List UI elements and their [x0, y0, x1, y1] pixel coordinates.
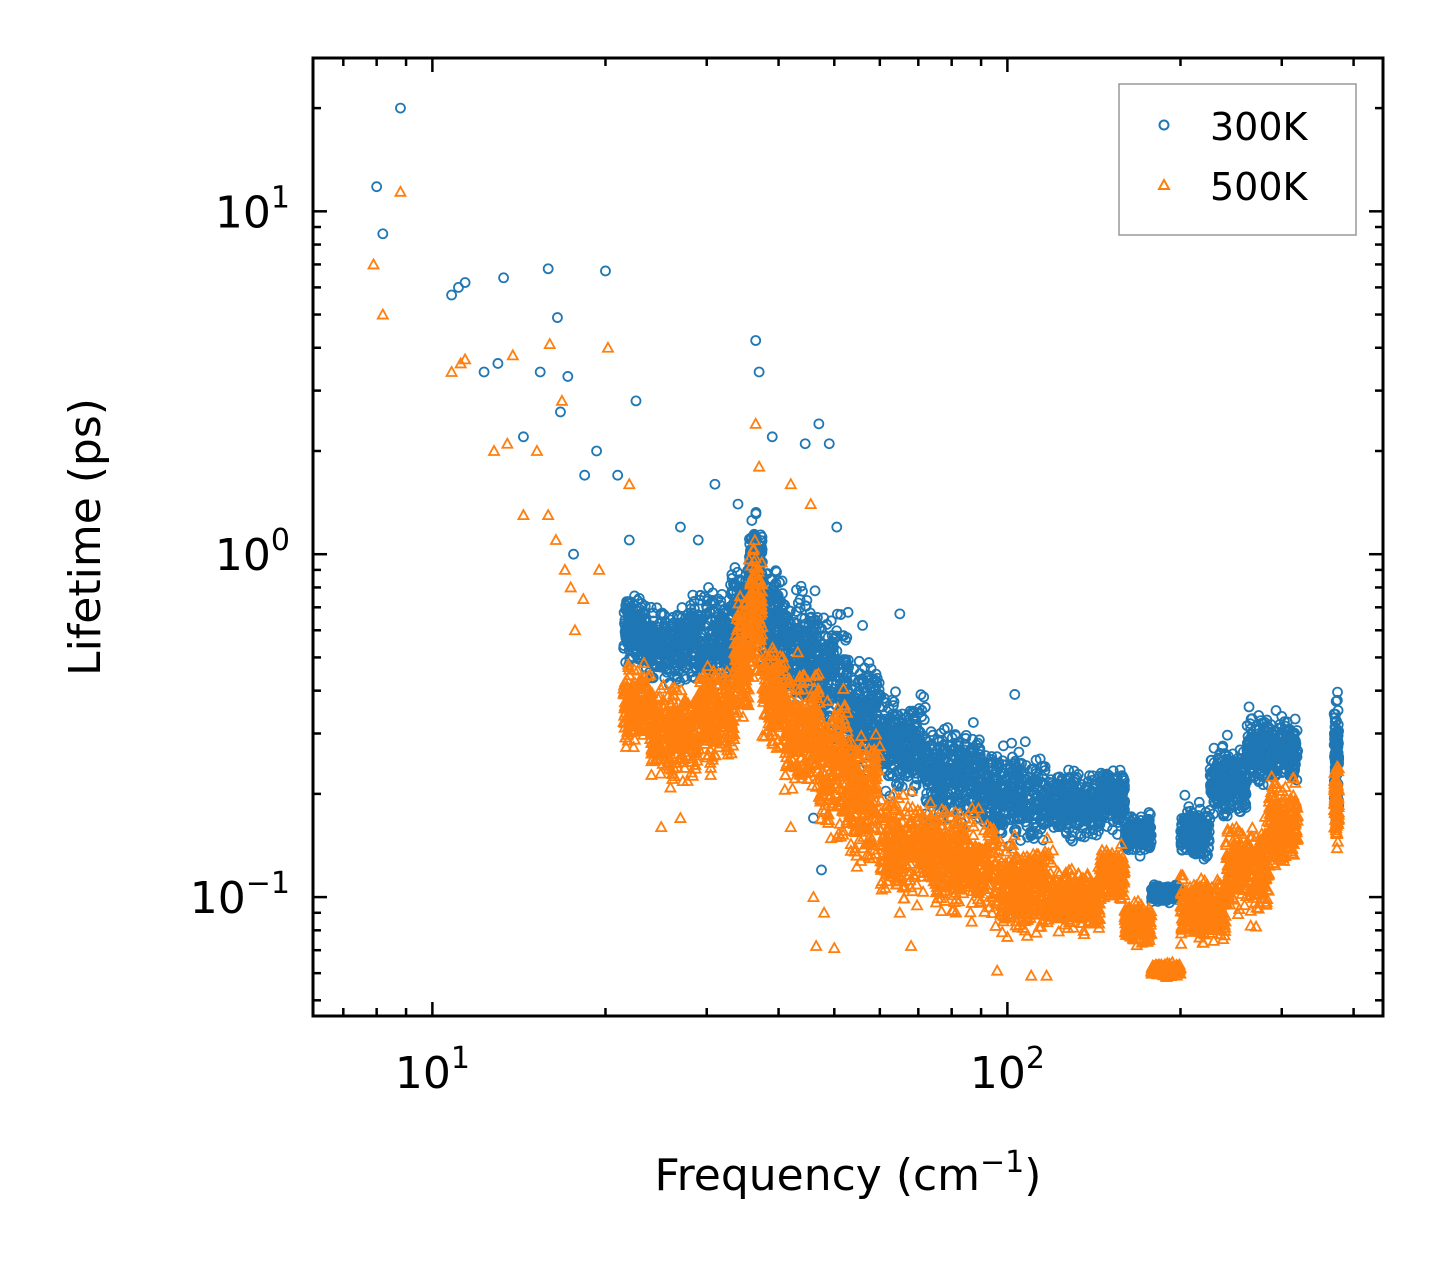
point-300k	[667, 632, 679, 644]
point-300k	[766, 602, 778, 614]
point-300k	[694, 594, 706, 606]
point-300k	[664, 651, 676, 663]
point-300k	[766, 630, 778, 642]
point-300k	[636, 598, 648, 609]
point-300k	[776, 575, 788, 587]
point-300k	[630, 604, 641, 616]
point-300k	[667, 658, 679, 669]
point-300k	[726, 569, 738, 581]
data-points	[366, 102, 1346, 982]
point-300k	[701, 595, 713, 607]
point-300k	[630, 648, 642, 660]
point-300k	[750, 508, 762, 520]
point-300k	[730, 580, 742, 592]
point-300k	[658, 609, 670, 621]
point-300k	[632, 621, 644, 633]
point-300k	[687, 589, 699, 601]
point-300k	[647, 672, 659, 684]
point-300k	[705, 645, 716, 657]
point-300k	[629, 590, 640, 602]
point-300k	[706, 594, 718, 606]
point-300k	[684, 642, 696, 654]
point-300k	[671, 610, 683, 621]
point-300k	[621, 596, 632, 608]
point-300k	[688, 656, 700, 667]
point-300k	[640, 613, 652, 624]
point-300k	[654, 661, 666, 673]
point-300k	[778, 599, 789, 610]
point-300k	[652, 643, 664, 655]
point-300k	[693, 611, 705, 622]
point-300k	[689, 603, 700, 614]
point-300k	[618, 642, 630, 654]
point-300k	[622, 610, 634, 622]
point-300k	[766, 636, 778, 648]
point-300k	[686, 657, 698, 669]
point-300k	[657, 635, 668, 647]
point-300k	[622, 624, 634, 636]
point-300k	[645, 651, 657, 663]
point-300k	[625, 634, 637, 646]
point-300k	[696, 629, 708, 641]
point-300k	[687, 633, 699, 644]
point-300k	[694, 590, 706, 602]
point-300k	[659, 645, 671, 657]
point-300k	[669, 638, 681, 650]
point-300k	[703, 582, 714, 593]
point-300k	[672, 671, 684, 683]
point-300k	[694, 615, 706, 627]
point-300k	[797, 585, 808, 597]
point-300k	[725, 579, 736, 591]
point-300k	[647, 607, 659, 619]
point-300k	[697, 637, 708, 648]
point-300k	[642, 632, 654, 644]
point-300k	[651, 629, 663, 641]
point-300k	[685, 603, 697, 615]
